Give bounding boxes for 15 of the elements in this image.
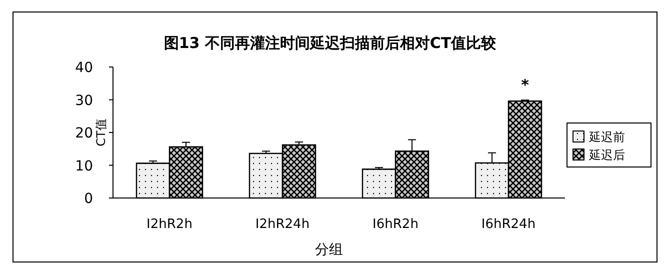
- x-tick-label: I6hR24h: [481, 217, 536, 232]
- x-tick-label: I2hR24h: [255, 217, 310, 232]
- y-tick-label: 20: [75, 126, 93, 142]
- x-tick-label: I2hR2h: [146, 217, 192, 232]
- legend-label: 延迟后: [588, 148, 625, 162]
- annotation: *: [521, 76, 530, 94]
- y-axis-title: CT值: [94, 118, 108, 146]
- legend-label: 延迟前: [588, 130, 625, 144]
- y-tick-label: 30: [75, 92, 93, 109]
- x-axis-title: 分组: [315, 242, 343, 258]
- y-tick-label: 0: [84, 191, 93, 207]
- x-tick-label: I6hR2h: [372, 217, 418, 232]
- y-tick-label: 40: [75, 60, 93, 76]
- y-tick-label: 10: [75, 158, 93, 174]
- chart-title: 图13 不同再灌注时间延迟扫描前后相对CT值比较: [164, 34, 498, 52]
